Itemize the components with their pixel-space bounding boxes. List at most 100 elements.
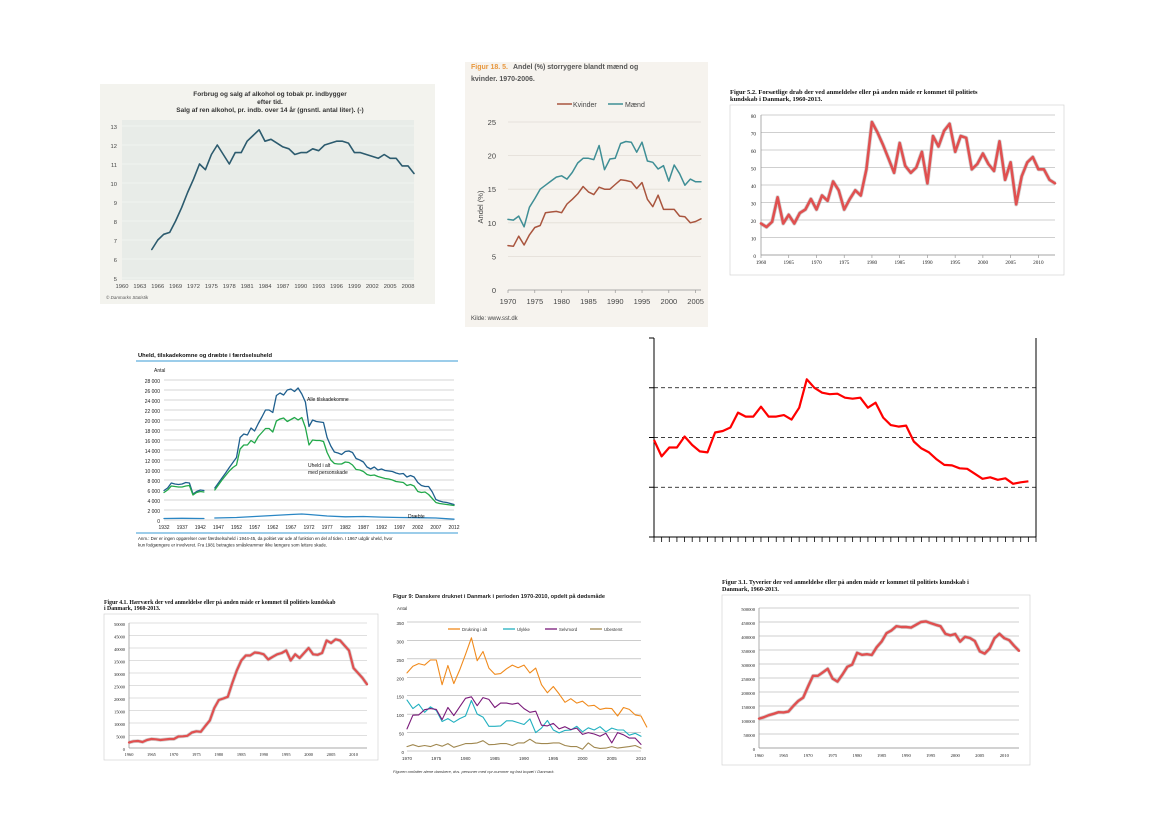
y-tick-label: 0 bbox=[157, 519, 160, 525]
chart-alcohol: Forbrug og salg af alkohol og tobak pr. … bbox=[100, 84, 435, 304]
y-tick-label: 100 bbox=[396, 713, 404, 718]
y-tick-label: 4 000 bbox=[147, 499, 160, 505]
x-tick-label: 1985 bbox=[237, 752, 247, 757]
x-tick-label: 2012 bbox=[448, 525, 459, 531]
x-tick-label: 2005 bbox=[687, 297, 704, 306]
series-line-mænd bbox=[507, 140, 702, 228]
y-tick-label: 0 bbox=[401, 750, 404, 755]
y-tick-label: 10 bbox=[751, 237, 757, 243]
chart-traffic: Uheld, tilskadekomne og dræbte i færdsel… bbox=[132, 350, 462, 560]
y-tick-label: 5 bbox=[114, 277, 117, 283]
x-tick-label: 1980 bbox=[867, 260, 878, 266]
x-tick-label: 1981 bbox=[241, 284, 254, 290]
y-tick-label: 350000 bbox=[741, 649, 755, 654]
x-tick-label: 1970 bbox=[811, 260, 822, 266]
y-tick-label: 15 bbox=[488, 185, 496, 194]
x-tick-label: 2002 bbox=[366, 284, 379, 290]
series-line-kvinder bbox=[507, 179, 702, 248]
y-tick-label: 400000 bbox=[741, 635, 755, 640]
y-tick-label: 10000 bbox=[114, 722, 126, 727]
y-tick-label: 0 bbox=[753, 254, 756, 260]
y-tick-label: 35000 bbox=[114, 660, 126, 665]
y-axis-label: Andel (%) bbox=[476, 190, 485, 223]
chart-title: Figur 4.1. Hærværk der ved anmeldelse el… bbox=[104, 599, 335, 606]
y-tick-label: 250 bbox=[396, 658, 404, 663]
y-tick-label: 6 bbox=[114, 258, 117, 264]
y-tick-label: 50 bbox=[751, 167, 757, 173]
series-line-ulykke bbox=[406, 699, 642, 737]
legend-label: Drukning i alt bbox=[462, 627, 488, 632]
y-tick-label: 50000 bbox=[114, 622, 126, 627]
y-tick-label: 50 bbox=[399, 732, 405, 737]
x-tick-label: 1965 bbox=[784, 260, 795, 266]
y-tick-label: 20 bbox=[751, 219, 757, 225]
chart-murders: Figur 5.2. Forsætlige drab der ved anmel… bbox=[728, 88, 1070, 278]
y-tick-label: 0 bbox=[753, 747, 756, 752]
y-tick-label: 13 bbox=[111, 125, 117, 131]
x-tick-label: 1995 bbox=[548, 756, 559, 761]
y-tick-label: 6 000 bbox=[147, 489, 160, 495]
legend-label: Ubestemt bbox=[604, 627, 623, 632]
y-tick-label: 24 000 bbox=[145, 399, 161, 405]
legend-label-kvinder: Kvinder bbox=[573, 102, 597, 109]
x-tick-label: 2008 bbox=[402, 284, 415, 290]
x-tick-label: 1990 bbox=[519, 756, 530, 761]
y-tick-label: 80 bbox=[751, 114, 757, 120]
series-line-alle-tilskadekomne bbox=[163, 481, 205, 495]
chart-drowning-svg: Figur 9: Danskere druknet i Danmark i pe… bbox=[393, 593, 648, 774]
y-tick-label: 0 bbox=[123, 747, 126, 752]
x-tick-label: 1985 bbox=[894, 260, 905, 266]
x-tick-label: 1993 bbox=[312, 284, 325, 290]
x-tick-label: 1995 bbox=[950, 260, 961, 266]
chart-alcohol-svg: Forbrug og salg af alkohol og tobak pr. … bbox=[106, 91, 415, 300]
x-tick-label: 2000 bbox=[660, 297, 677, 306]
y-tick-label: 16 000 bbox=[145, 439, 161, 445]
chart-frame bbox=[721, 594, 1031, 766]
x-tick-label: 1966 bbox=[151, 284, 164, 290]
y-tick-label: 100000 bbox=[741, 719, 755, 724]
x-tick-label: 1975 bbox=[839, 260, 850, 266]
y-tick-label: 30 bbox=[751, 202, 757, 208]
x-tick-label: 2005 bbox=[384, 284, 397, 290]
x-tick-label: 2005 bbox=[327, 752, 337, 757]
x-tick-label: 1970 bbox=[803, 753, 813, 758]
chart-title: Figur 9: Danskere druknet i Danmark i pe… bbox=[393, 593, 605, 600]
y-tick-label: 25 bbox=[488, 118, 496, 127]
chart-source: © Danmarks Statistik bbox=[106, 294, 149, 300]
x-tick-label: 2005 bbox=[1005, 260, 1016, 266]
x-tick-label: 1987 bbox=[358, 525, 369, 531]
series-line-forsætlige-drab bbox=[759, 120, 1057, 229]
chart-title: Figur 3.1. Tyverier der ved anmeldelse e… bbox=[722, 579, 969, 586]
series-label-alle-tilskadekomne: Alle tilskadekomne bbox=[307, 397, 349, 403]
chart-title-line2: efter tid. bbox=[257, 99, 283, 106]
y-tick-label: 60 bbox=[751, 149, 757, 155]
chart-title-line2: kvinder. 1970-2006. bbox=[471, 76, 535, 83]
chart-frame bbox=[103, 613, 379, 761]
legend-label-maend: Mænd bbox=[625, 102, 645, 109]
y-tick-label: 70 bbox=[751, 132, 757, 138]
x-tick-label: 1932 bbox=[158, 525, 169, 531]
x-tick-label: 1937 bbox=[177, 525, 188, 531]
series-line-selvmord bbox=[406, 696, 642, 745]
y-tick-label: 150 bbox=[396, 695, 404, 700]
x-tick-label: 1984 bbox=[259, 284, 273, 290]
x-tick-label: 1957 bbox=[249, 525, 260, 531]
series-line-ubestemt bbox=[406, 738, 642, 750]
y-tick-label: 5000 bbox=[116, 735, 126, 740]
x-tick-label: 1997 bbox=[394, 525, 405, 531]
x-tick-label: 1972 bbox=[187, 284, 200, 290]
x-tick-label: 1975 bbox=[192, 752, 202, 757]
x-tick-label: 1972 bbox=[303, 525, 314, 531]
y-tick-label: 8 000 bbox=[147, 479, 160, 485]
y-tick-label: 12 000 bbox=[145, 459, 161, 465]
x-tick-label: 2000 bbox=[304, 752, 314, 757]
series-label-draebte: Dræbte bbox=[408, 514, 425, 520]
series-label-uheld: Uheld i alt bbox=[308, 463, 331, 469]
series-line-tyverier bbox=[757, 620, 1021, 720]
x-tick-label: 1970 bbox=[500, 297, 517, 306]
x-tick-label: 1990 bbox=[607, 297, 624, 306]
x-tick-label: 1985 bbox=[490, 756, 501, 761]
chart-theft: Figur 3.1. Tyverier der ved anmeldelse e… bbox=[720, 578, 1035, 768]
y-tick-label: 20 bbox=[488, 152, 496, 161]
plot-area bbox=[122, 120, 414, 280]
